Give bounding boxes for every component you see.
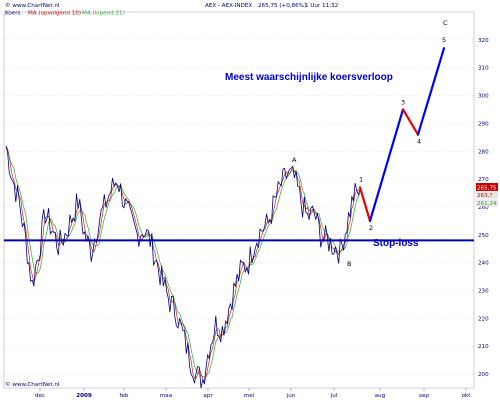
x-tick-label: jul (330, 393, 338, 399)
y-tick-label: 290 (478, 121, 489, 127)
ma-lopend-21-line (5, 145, 361, 377)
wave-label-A: A (292, 156, 297, 164)
wave-label-3: 3 (401, 98, 405, 106)
koers-line (5, 145, 361, 389)
header-title: AEX - AEX-INDEX (205, 3, 252, 9)
x-tick-label: jun (286, 393, 296, 399)
annotation-text: Meest waarschijnlijke koersverloop (225, 72, 393, 83)
y-tick-label: 230 (478, 289, 489, 295)
footer-brand: © www.ChartNet.nl (5, 381, 60, 388)
x-tick-label: okt (462, 393, 472, 399)
wave-label-5: 5 (442, 36, 446, 44)
y-tick-label: 310 (478, 66, 489, 72)
y-axis: 200 210 220 230 240 250 260 270 280 290 300 310 320 (478, 38, 489, 378)
legend-ma-10: MA (opvolgend 10) (28, 11, 81, 17)
plot-area (3, 11, 475, 389)
header-time: 1 Uur 11:32 (305, 3, 338, 9)
y-tick-label: 300 (478, 94, 489, 100)
ma-b-price-label: 261,24 (477, 201, 497, 207)
y-tick-label: 250 (478, 233, 489, 239)
legend-ma-21: MA (lopend 21) (82, 11, 125, 17)
stop-loss-label: Stop-loss (373, 238, 419, 249)
ma-a-price-box (476, 191, 498, 199)
last-price-label: 265,75 (477, 186, 497, 192)
x-tick-label: sep (419, 393, 429, 399)
y-gridlines (4, 39, 474, 375)
ma-b-price-box (476, 199, 498, 207)
x-tick-label: 2009 (76, 393, 92, 399)
wave-label-B: B (347, 260, 351, 268)
y-tick-label: 270 (478, 177, 489, 183)
x-tick-label: apr (203, 393, 213, 399)
x-tick-label: feb (120, 393, 129, 399)
x-axis: dec 2009 feb maa apr mei jun jul aug sep okt (35, 388, 471, 399)
y-tick-label: 210 (478, 344, 489, 350)
header-brand: © www.ChartNet.nl (5, 2, 60, 9)
legend-koers: Koers (5, 11, 21, 17)
x-tick-label: maa (160, 393, 172, 399)
x-tick-label: aug (375, 393, 386, 399)
x-tick-label: dec (35, 393, 45, 399)
y-tick-label: 220 (478, 316, 489, 322)
y-tick-label: 280 (478, 149, 489, 155)
wave-label-C: C (443, 19, 448, 27)
wave-label-2: 2 (369, 224, 373, 232)
y-tick-label: 240 (478, 261, 489, 267)
y-tick-label: 260 (478, 205, 489, 211)
wave-4-5-segment (416, 47, 446, 136)
wave-1-2-segment (358, 186, 372, 222)
wave-label-1: 1 (359, 175, 363, 183)
wave-2-3-segment (368, 108, 405, 222)
wave-projection: 1 2 3 4 5 A B C (292, 19, 448, 268)
wave-label-4: 4 (417, 138, 421, 146)
x-tick-label: mei (244, 393, 255, 399)
header-quote: 265,75 (+0,86%) (258, 3, 306, 9)
y-tick-label: 200 (478, 372, 489, 378)
y-tick-label: 320 (478, 38, 489, 44)
ma-a-price-label: 263,? (477, 193, 492, 199)
wave-3-4-segment (401, 108, 420, 136)
last-price-box (476, 183, 498, 191)
